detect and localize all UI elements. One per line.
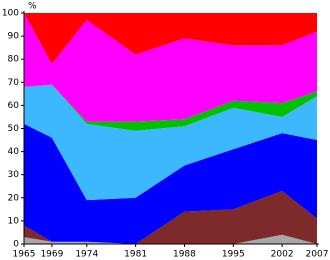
y-tick-label: 10 [8, 216, 20, 226]
y-tick-label: 30 [8, 170, 20, 180]
x-tick-label: 1995 [222, 250, 245, 260]
area [24, 123, 317, 244]
area [24, 13, 317, 122]
y-tick-label: 70 [8, 78, 20, 88]
x-tick-label: 1965 [13, 250, 36, 260]
x-tick-label: 1988 [173, 250, 196, 260]
y-tick-label: 50 [8, 124, 20, 134]
y-axis-label: % [28, 2, 37, 12]
x-tick-label: 1981 [124, 250, 147, 260]
x-tick-label: 2002 [271, 250, 294, 260]
area [24, 84, 317, 201]
x-tick-label: 1974 [75, 250, 98, 260]
area [24, 190, 317, 244]
area [24, 234, 317, 244]
y-tick-label: 90 [8, 32, 20, 42]
x-tick-label: 1969 [40, 250, 63, 260]
x-tick-label: 2007 [306, 250, 329, 260]
area [24, 13, 317, 64]
y-tick-label: 80 [8, 55, 20, 65]
y-tick-label: 60 [8, 101, 20, 111]
y-tick-label: 100 [2, 9, 19, 19]
y-tick-label: 0 [13, 240, 19, 250]
y-tick-label: 40 [8, 147, 20, 157]
y-tick-label: 20 [8, 193, 20, 203]
area [24, 84, 317, 131]
